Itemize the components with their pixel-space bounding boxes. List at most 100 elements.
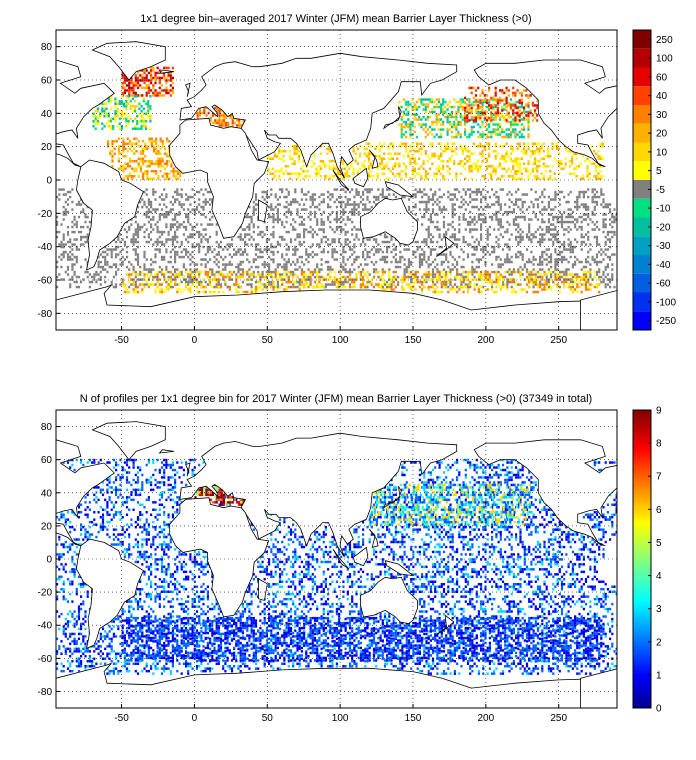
chart-top-cell xyxy=(117,145,121,148)
chart-top-cell xyxy=(316,253,319,256)
chart-top-cell xyxy=(492,118,495,121)
chart-top-cell xyxy=(163,177,166,180)
chart-top-cell xyxy=(386,250,389,254)
chart-top-cell xyxy=(276,208,279,211)
chart-top-cell xyxy=(445,270,448,274)
chart-top-cell xyxy=(287,172,290,175)
chart-top-cell xyxy=(512,118,515,121)
chart-top-cell xyxy=(352,172,355,175)
chart-top-cell xyxy=(604,218,607,221)
chart-top-cell xyxy=(331,283,334,286)
chart-top-cell xyxy=(154,91,157,95)
chart-top-cell xyxy=(464,177,467,180)
chart-top-cell xyxy=(335,188,338,191)
chart-top-cell xyxy=(239,273,242,276)
chart-top-cell xyxy=(359,155,362,158)
chart-top-cell xyxy=(446,160,449,163)
chart-top-cell xyxy=(483,175,486,178)
chart-top-cell xyxy=(477,213,480,216)
chart-top-cell xyxy=(451,233,454,236)
chart-top-cell xyxy=(130,223,133,226)
chart-top-cell xyxy=(168,140,171,143)
chart-top-cell xyxy=(480,258,483,261)
chart-top-cell xyxy=(451,193,454,196)
chart-top-cell xyxy=(517,188,520,191)
chart-top-cell xyxy=(134,79,137,82)
chart-top-cell xyxy=(527,104,530,107)
chart-top-cell xyxy=(541,240,544,244)
chart-top-cell xyxy=(604,213,607,216)
chart-top-cell xyxy=(246,215,249,219)
chart-top-cell xyxy=(455,175,458,178)
chart-top-cell xyxy=(554,268,557,271)
chart-top-cell xyxy=(525,118,528,121)
chart-top-cell xyxy=(492,103,495,106)
chart-top-cell xyxy=(470,152,473,155)
chart-top-cell xyxy=(289,240,293,244)
chart-top-cell xyxy=(477,240,480,244)
chart-top-cell xyxy=(363,147,366,150)
chart-top-cell xyxy=(514,116,517,120)
chart-top-cell xyxy=(321,162,325,165)
chart-top-cell xyxy=(519,215,522,219)
chart-top-cell xyxy=(539,210,542,214)
chart-top-cell xyxy=(477,160,480,163)
chart-top-cell xyxy=(509,175,513,178)
chart-top-cell xyxy=(501,248,505,251)
chart-top-cell xyxy=(471,265,474,269)
chart-top-cell xyxy=(480,223,483,226)
chart-top-cell xyxy=(185,278,188,281)
chart-top-cell xyxy=(174,218,177,221)
chart-top-cell xyxy=(182,263,185,266)
chart-top-cell xyxy=(272,225,275,229)
chart-top-cell xyxy=(125,125,128,128)
chart-top-cell xyxy=(495,195,498,199)
chart-top-cell xyxy=(389,170,392,173)
chart-top-cell xyxy=(351,220,354,224)
chart-top-cell xyxy=(185,280,188,284)
chart-top-cell xyxy=(152,69,155,72)
chart-top-cell xyxy=(297,160,301,163)
chart-top-cell xyxy=(139,167,142,170)
chart-top-cell xyxy=(73,218,76,221)
chart-top-cell xyxy=(187,213,190,216)
chart-top-cell xyxy=(128,86,131,90)
chart-top-cell xyxy=(313,280,317,284)
chart-top-cell xyxy=(152,188,155,191)
chart-top-cell xyxy=(538,177,541,180)
chart-top-cell xyxy=(520,94,523,97)
chart-top-cell xyxy=(309,198,312,201)
chart-top-cell xyxy=(362,208,365,211)
chart-top-cell xyxy=(436,198,439,201)
chart-top-cell xyxy=(195,208,199,211)
chart-top-cell xyxy=(213,275,216,279)
chart-top-cell xyxy=(217,260,220,264)
chart-top-cell xyxy=(317,172,320,175)
chart-top-cell xyxy=(563,258,566,261)
chart-top-cell xyxy=(226,275,229,279)
chart-top-cell xyxy=(99,265,102,269)
chart-top-cell xyxy=(353,195,356,199)
chart-top-cell xyxy=(451,220,454,224)
chart-top-cell xyxy=(171,235,174,239)
chart-top-cell xyxy=(458,238,461,241)
chart-top-cell xyxy=(176,198,179,201)
chart-top-cell xyxy=(311,203,314,206)
chart-top-cell xyxy=(461,147,464,150)
chart-top-cell xyxy=(332,167,336,170)
chart-top-cell xyxy=(482,188,485,191)
chart-top-cell xyxy=(206,248,209,251)
chart-top-cell xyxy=(143,253,146,256)
chart-top-cell xyxy=(109,100,113,103)
chart-top-cell xyxy=(431,133,434,136)
chart-top-cell xyxy=(558,250,561,254)
chart-top-cell xyxy=(451,208,454,211)
chart-top-cell xyxy=(541,200,544,204)
chart-top-cell xyxy=(344,205,347,209)
chart-top-cell xyxy=(510,260,513,264)
chart-top-cell xyxy=(324,260,327,264)
chart-top-cell xyxy=(495,210,498,214)
chart-top-cell xyxy=(473,240,476,244)
chart-top-cell xyxy=(84,240,87,244)
chart-top-cell xyxy=(158,230,161,234)
